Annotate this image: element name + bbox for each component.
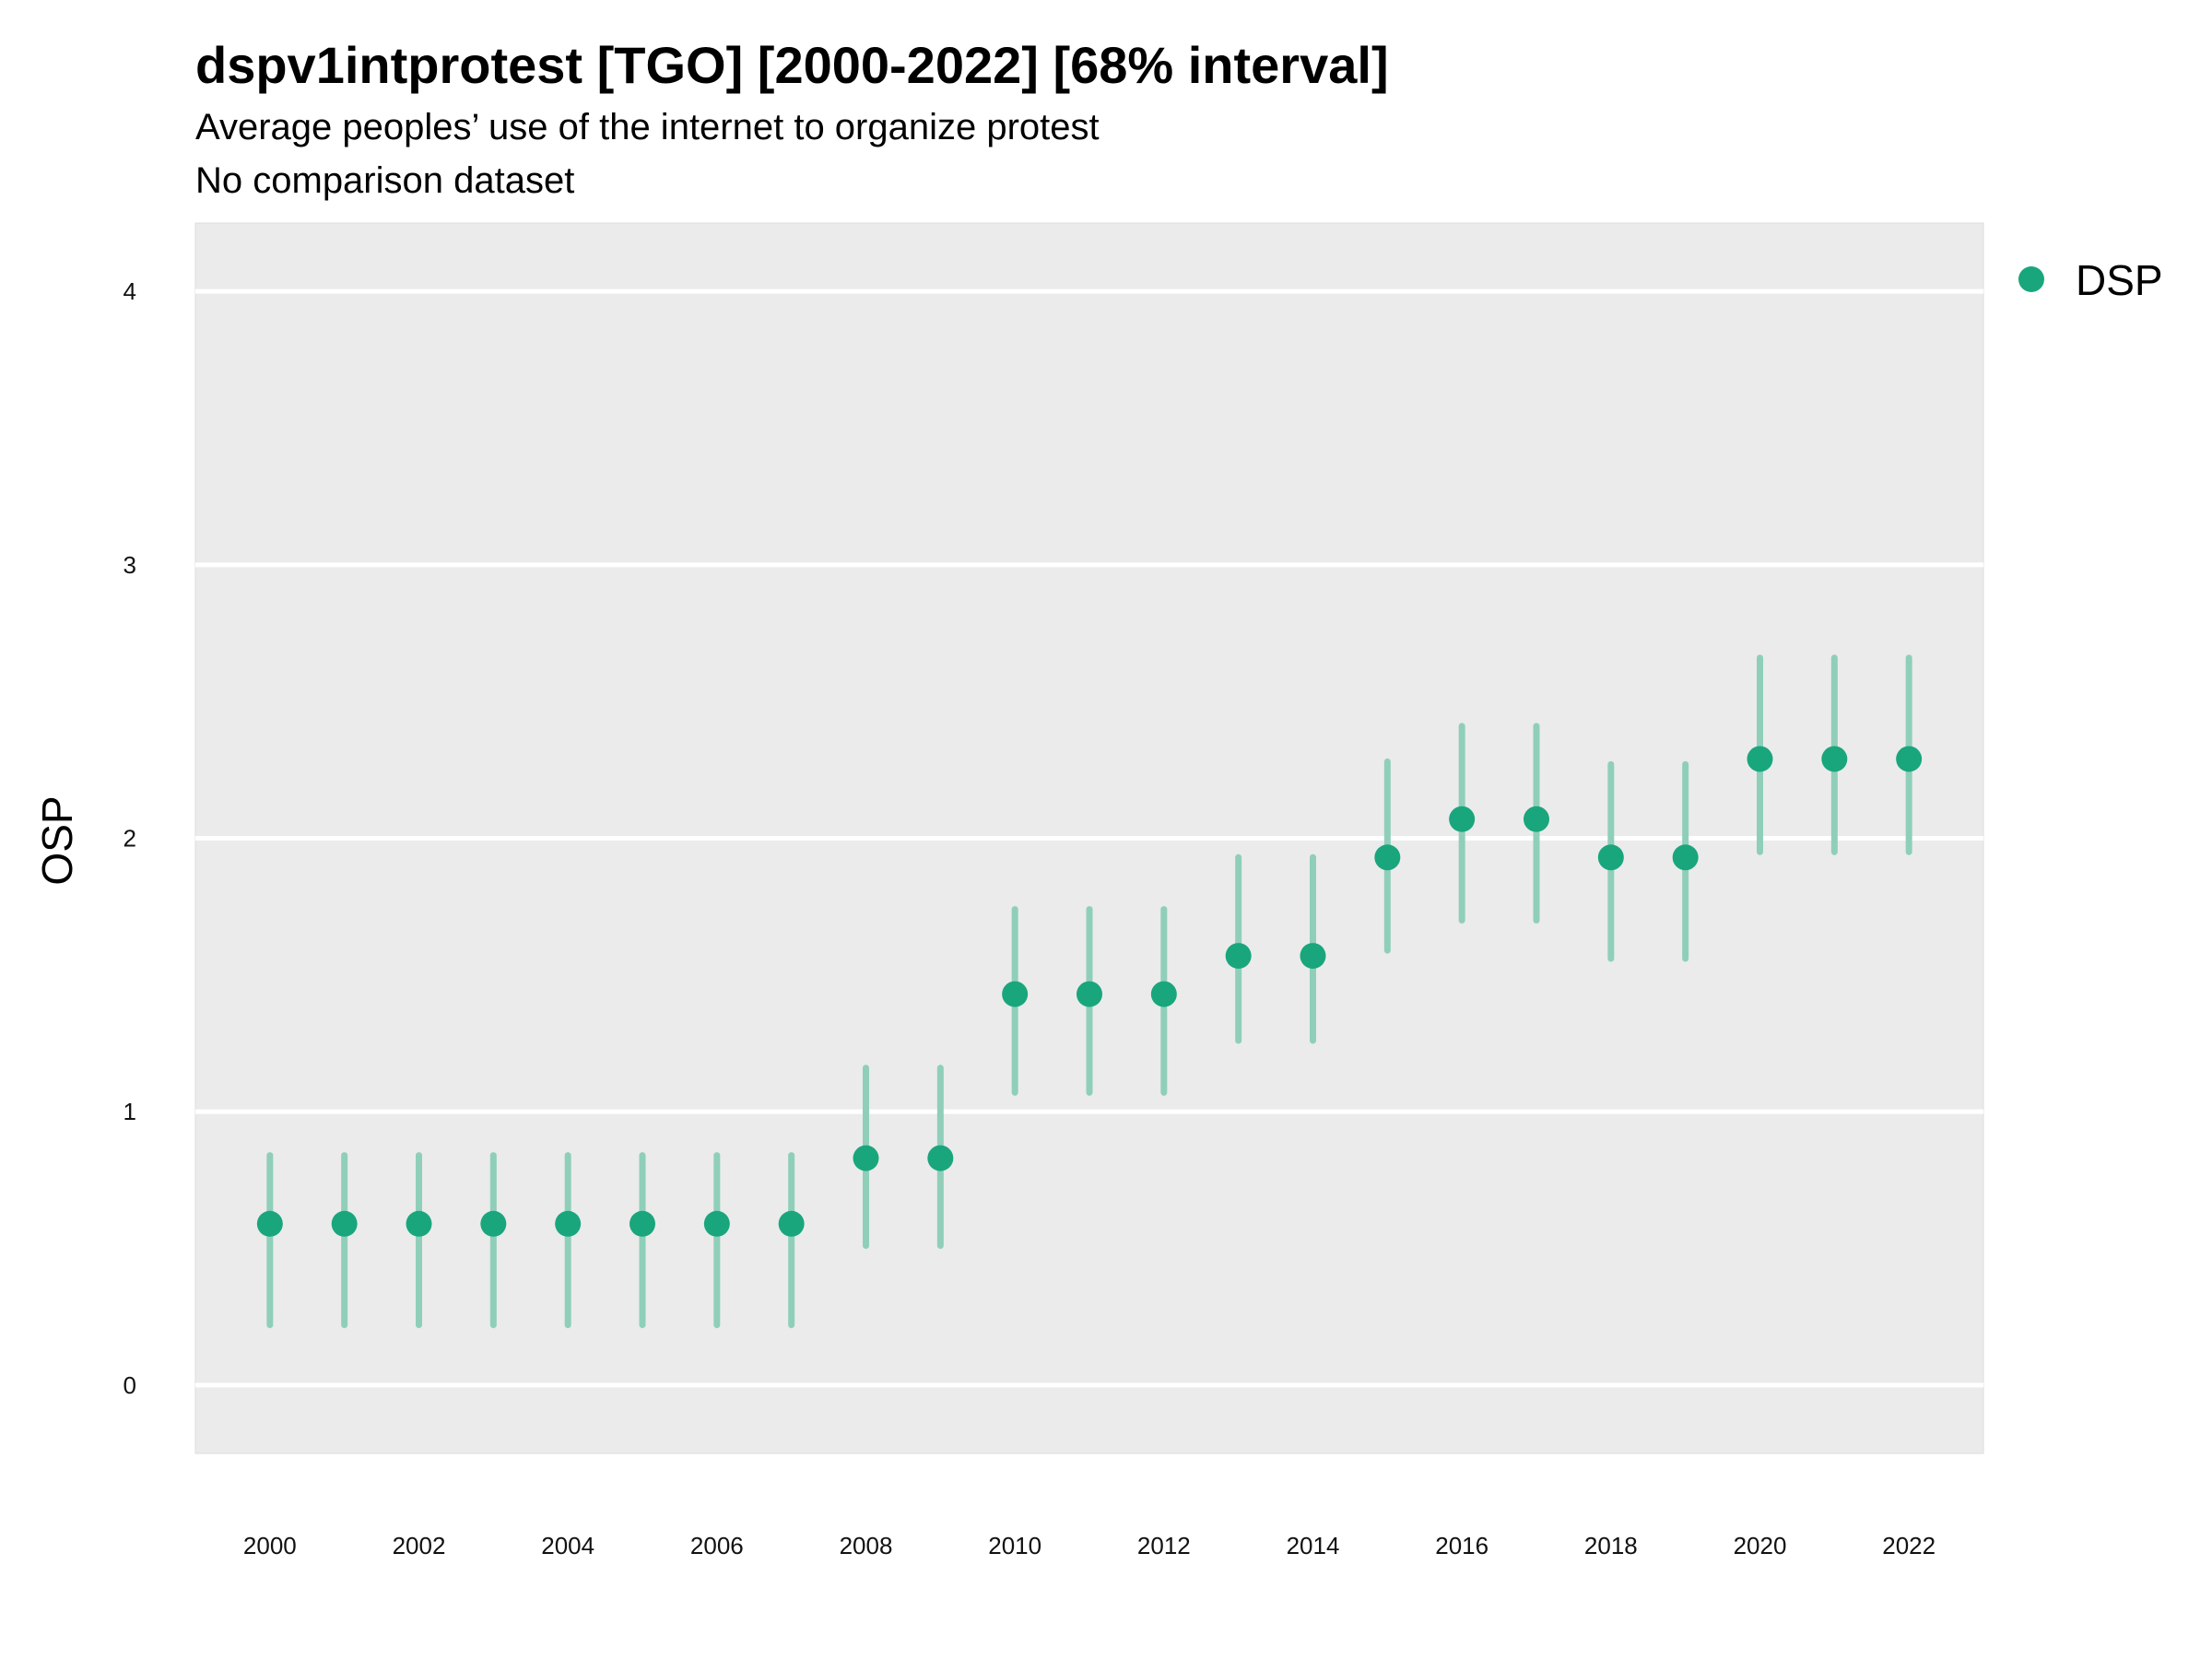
- point-2006: [703, 1210, 730, 1237]
- point-2002: [406, 1210, 432, 1237]
- point-2000: [256, 1210, 283, 1237]
- chart-title: dspv1intprotest [TGO] [2000-2022] [68% i…: [195, 36, 1389, 94]
- legend-label-dsp: DSP: [2076, 256, 2163, 304]
- legend: DSP: [2018, 256, 2163, 304]
- x-axis-ticks: 2000 2002 2004 2006 2008 2010 2012 2014 2016 2018…: [243, 1532, 1936, 1559]
- x-tick-label-2022: 2022: [1882, 1532, 1936, 1559]
- x-tick-label-2018: 2018: [1584, 1532, 1638, 1559]
- chart-caption: No comparison dataset: [195, 160, 575, 201]
- data-points: [256, 746, 1923, 1237]
- point-2010: [1002, 981, 1029, 1007]
- y-tick-label-2: 2: [124, 825, 136, 853]
- x-tick-label-2020: 2020: [1734, 1532, 1787, 1559]
- point-2009: [927, 1145, 954, 1171]
- point-2018: [1597, 844, 1624, 871]
- point-2004: [555, 1210, 582, 1237]
- y-tick-label-0: 0: [124, 1371, 136, 1399]
- x-tick-label-2000: 2000: [243, 1532, 297, 1559]
- point-2005: [629, 1210, 655, 1237]
- point-2011: [1077, 981, 1102, 1007]
- x-tick-label-2012: 2012: [1137, 1532, 1191, 1559]
- point-2020: [1747, 746, 1773, 772]
- point-2012: [1150, 981, 1177, 1007]
- point-2008: [853, 1145, 879, 1171]
- x-tick-label-2002: 2002: [393, 1532, 446, 1559]
- point-2016: [1449, 806, 1476, 832]
- point-2022: [1896, 746, 1923, 772]
- point-2014: [1300, 943, 1326, 970]
- point-2021: [1821, 746, 1848, 772]
- y-tick-label-3: 3: [124, 551, 136, 579]
- x-tick-label-2008: 2008: [840, 1532, 893, 1559]
- x-tick-label-2016: 2016: [1435, 1532, 1488, 1559]
- point-2001: [331, 1210, 358, 1237]
- y-tick-label-4: 4: [124, 277, 136, 305]
- point-2013: [1225, 943, 1252, 970]
- point-2007: [778, 1210, 805, 1237]
- y-tick-label-1: 1: [124, 1098, 136, 1125]
- point-2003: [480, 1210, 507, 1237]
- point-2019: [1672, 844, 1699, 871]
- point-2015: [1374, 844, 1401, 871]
- x-tick-label-2010: 2010: [988, 1532, 1041, 1559]
- y-axis-ticks: 0 1 2 3 4: [124, 277, 136, 1399]
- x-tick-label-2014: 2014: [1287, 1532, 1340, 1559]
- y-axis-title: OSP: [33, 795, 81, 885]
- point-2017: [1524, 806, 1549, 832]
- legend-marker-dsp: [2018, 266, 2044, 292]
- x-tick-label-2006: 2006: [690, 1532, 744, 1559]
- x-tick-label-2004: 2004: [541, 1532, 594, 1559]
- chart-subtitle: Average peoples’ use of the internet to …: [195, 107, 1100, 147]
